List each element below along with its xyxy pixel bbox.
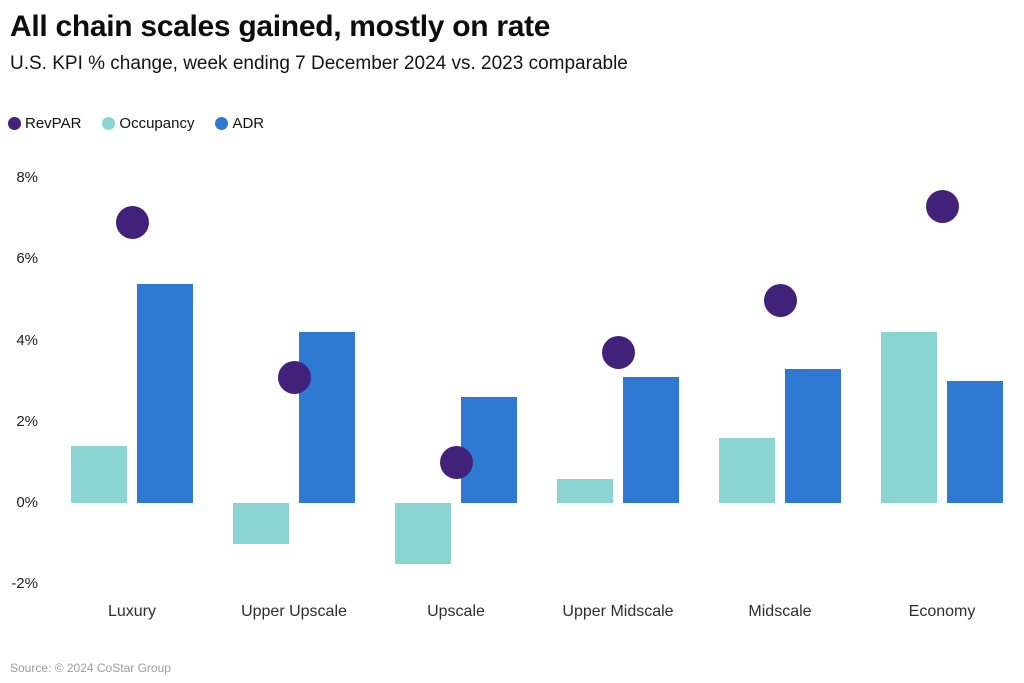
category-label: Luxury xyxy=(107,603,157,620)
category-label: Midscale xyxy=(748,603,812,620)
category-label: Upscale xyxy=(427,603,485,620)
chart-subtitle: U.S. KPI % change, week ending 7 Decembe… xyxy=(10,53,628,74)
chart-title: All chain scales gained, mostly on rate xyxy=(10,10,551,43)
adr-bar xyxy=(623,377,679,503)
legend-label: RevPAR xyxy=(25,115,82,132)
revpar-dot xyxy=(115,206,149,240)
legend-item-adr: ADR xyxy=(215,115,264,132)
legend-item-occupancy: Occupancy xyxy=(102,115,194,132)
legend-item-revpar: RevPAR xyxy=(8,115,81,132)
occupancy-bar xyxy=(557,478,613,503)
category-label: Upper Upscale xyxy=(241,603,347,620)
legend-label: ADR xyxy=(232,115,265,132)
y-tick-label: 0% xyxy=(16,494,38,511)
legend-swatch-occupancy xyxy=(102,117,116,130)
category-label: Economy xyxy=(908,603,976,620)
revpar-dot xyxy=(925,190,959,224)
category-label: Upper Midscale xyxy=(562,603,674,620)
occupancy-bar xyxy=(395,503,451,564)
occupancy-bar xyxy=(881,332,937,503)
y-tick-label: 6% xyxy=(16,250,38,268)
legend: RevPAR Occupancy ADR xyxy=(8,115,264,132)
occupancy-bar xyxy=(719,438,775,503)
adr-bar xyxy=(299,332,355,503)
source-note: Source: © 2024 CoStar Group xyxy=(10,661,171,675)
legend-swatch-adr xyxy=(215,117,229,130)
adr-bar xyxy=(947,381,1003,503)
y-tick-label: 4% xyxy=(16,331,38,349)
y-tick-label: 8% xyxy=(16,169,38,187)
adr-bar xyxy=(137,283,193,503)
revpar-dot xyxy=(763,283,797,317)
adr-bar xyxy=(461,397,517,503)
legend-label: Occupancy xyxy=(119,115,195,132)
adr-bar xyxy=(785,369,841,503)
occupancy-bar xyxy=(233,503,289,544)
y-tick-label: 2% xyxy=(16,412,38,430)
legend-swatch-revpar xyxy=(8,117,21,130)
occupancy-bar xyxy=(71,446,127,503)
revpar-dot xyxy=(277,360,311,394)
y-tick-label: -2% xyxy=(11,575,38,593)
revpar-dot xyxy=(439,445,473,479)
revpar-dot xyxy=(601,336,635,370)
